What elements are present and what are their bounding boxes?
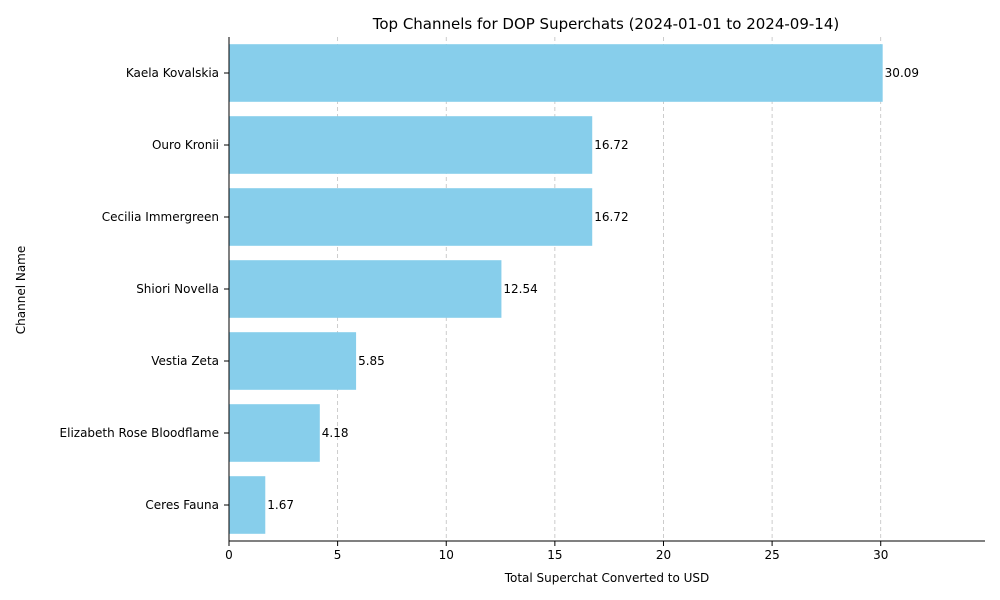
- y-axis-label: Channel Name: [14, 246, 28, 334]
- value-label: 1.67: [267, 498, 294, 512]
- x-tick-label: 30: [873, 548, 888, 562]
- x-tick-label: 25: [764, 548, 779, 562]
- bars: [229, 44, 883, 534]
- y-tick-label: Cecilia Immergreen: [102, 210, 219, 224]
- bar: [229, 116, 593, 174]
- x-tick-label: 10: [439, 548, 454, 562]
- bar: [229, 404, 320, 462]
- value-label: 5.85: [358, 354, 385, 368]
- bar: [229, 188, 593, 246]
- value-label: 16.72: [594, 210, 628, 224]
- x-tick-label: 0: [225, 548, 233, 562]
- x-tick-label: 5: [334, 548, 342, 562]
- bar: [229, 44, 883, 102]
- value-labels: 30.09 16.72 16.72 12.54 5.85 4.18 1.67: [267, 66, 919, 512]
- bar: [229, 260, 502, 318]
- value-label: 4.18: [322, 426, 349, 440]
- x-tick-label: 15: [547, 548, 562, 562]
- bar: [229, 332, 357, 390]
- y-tick-label: Elizabeth Rose Bloodflame: [60, 426, 219, 440]
- x-axis-label: Total Superchat Converted to USD: [504, 571, 710, 585]
- x-tick-label: 20: [656, 548, 671, 562]
- y-tick-label: Ouro Kronii: [152, 138, 219, 152]
- bar: [229, 476, 266, 534]
- value-label: 16.72: [594, 138, 628, 152]
- chart-title: Top Channels for DOP Superchats (2024-01…: [372, 15, 839, 33]
- value-label: 30.09: [885, 66, 919, 80]
- y-tick-label: Vestia Zeta: [151, 354, 219, 368]
- axes: Kaela Kovalskia Ouro Kronii Cecilia Immerg…: [60, 37, 985, 562]
- value-label: 12.54: [503, 282, 537, 296]
- y-tick-label: Shiori Novella: [136, 282, 219, 296]
- y-tick-label: Kaela Kovalskia: [126, 66, 219, 80]
- y-tick-label: Ceres Fauna: [145, 498, 219, 512]
